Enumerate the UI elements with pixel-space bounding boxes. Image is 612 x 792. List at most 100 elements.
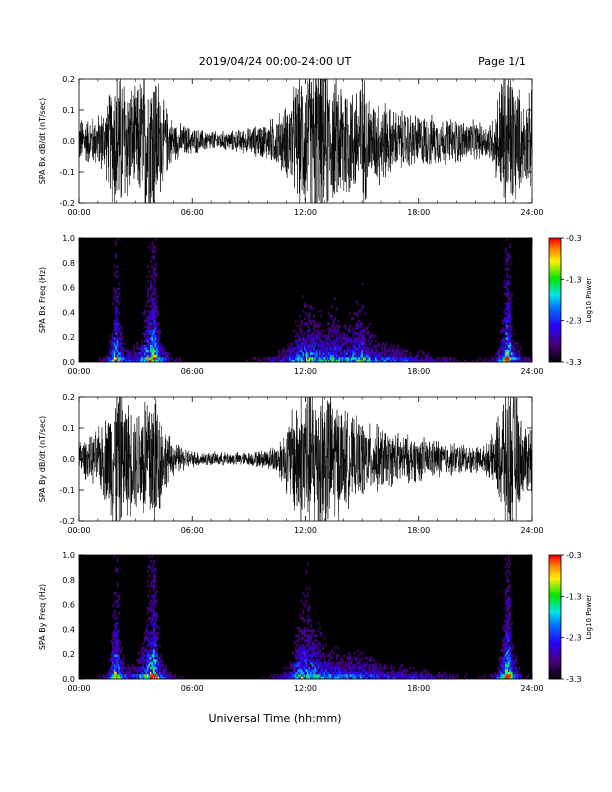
- spectrogram-cell: [513, 359, 516, 363]
- spectrogram-cell: [328, 359, 330, 363]
- spectrogram-cell: [365, 332, 368, 336]
- spectrogram-cell: [317, 322, 320, 326]
- spectrogram-cell: [367, 676, 370, 680]
- spectrogram-cell: [513, 349, 516, 353]
- spectrogram-cell: [506, 676, 509, 680]
- spectrogram-cell: [320, 671, 323, 675]
- spectrogram-cell: [320, 342, 323, 345]
- spectrogram-cell: [142, 654, 145, 657]
- spectrogram-cell: [329, 314, 332, 318]
- spectrogram-cell: [156, 304, 158, 308]
- spectrogram-cell: [113, 265, 116, 269]
- spectrogram-cell: [328, 329, 330, 333]
- spectrogram-cell: [498, 359, 501, 363]
- spectrogram-cell: [300, 359, 303, 363]
- spectrogram-cell: [145, 354, 148, 358]
- spectrogram-cell: [152, 584, 155, 588]
- spectrogram-cell: [148, 332, 151, 336]
- spectrogram-cell: [311, 337, 314, 340]
- spectrogram-cell: [319, 352, 321, 355]
- spectrogram-cell: [307, 639, 309, 643]
- spectrogram-cell: [316, 349, 318, 353]
- spectrogram-cell: [303, 304, 306, 308]
- spectrogram-cell: [509, 604, 512, 608]
- spectrogram-cell: [365, 359, 368, 363]
- spectrogram-cell: [361, 671, 364, 675]
- spectrogram-cell: [335, 666, 338, 670]
- spectrogram-cell: [116, 599, 119, 603]
- spectrogram-cell: [350, 349, 353, 353]
- spectrogram-cell: [261, 676, 264, 680]
- spectrogram-cell: [507, 661, 510, 665]
- spectrogram-cell: [143, 636, 146, 640]
- spectrogram-cell: [506, 617, 509, 620]
- spectrogram-cell: [426, 354, 429, 358]
- spectrogram-cell: [506, 359, 509, 363]
- spectrogram-cell: [328, 666, 330, 670]
- spectrogram-cell: [506, 626, 509, 630]
- spectrogram-cell: [116, 676, 119, 680]
- spectrogram-cell: [115, 651, 118, 655]
- spectrogram-cell: [370, 359, 373, 363]
- spectrogram-cell: [293, 352, 296, 355]
- spectrogram-cell: [288, 674, 291, 677]
- spectrogram-cell: [145, 357, 148, 360]
- spectrogram-cell: [116, 646, 119, 650]
- spectrogram-cell: [400, 357, 403, 360]
- spectrogram-cell: [137, 669, 140, 672]
- spectrogram-cell: [510, 352, 513, 355]
- spectrogram-cell: [116, 349, 119, 353]
- spectrogram-cell: [507, 337, 510, 340]
- spectrogram-cell: [116, 664, 119, 667]
- spectrogram-cell: [314, 671, 317, 675]
- spectrogram-cell: [374, 349, 377, 353]
- spectrogram-cell: [119, 357, 122, 360]
- spectrogram-cell: [390, 344, 392, 348]
- spectrogram-cell: [356, 359, 359, 363]
- spectrogram-cell: [146, 309, 149, 313]
- colorbar-band: [549, 629, 561, 632]
- spectrogram-cell: [504, 324, 507, 328]
- spectrogram-cell: [528, 359, 531, 363]
- colorbar-band: [549, 295, 561, 299]
- spectrogram-cell: [445, 674, 448, 677]
- spectrogram-cell: [512, 347, 515, 350]
- spectrogram-cell: [115, 354, 118, 358]
- spectrogram-cell: [152, 272, 155, 276]
- spectrogram-cell: [305, 339, 308, 343]
- spectrogram-cell: [109, 359, 112, 363]
- spectrogram-cell: [156, 329, 158, 333]
- waveform-trace: [78, 78, 533, 204]
- spectrogram-cell: [300, 354, 303, 358]
- spectrogram-cell: [148, 609, 151, 613]
- colorbar-band: [549, 273, 561, 276]
- spectrogram-cell: [300, 631, 303, 635]
- y-tick-label: 1.0: [62, 234, 75, 243]
- spectrogram-cell: [143, 669, 146, 672]
- spectrogram-cell: [302, 617, 305, 620]
- spectrogram-cell: [302, 602, 305, 605]
- spectrogram-cell: [503, 339, 506, 343]
- spectrogram-cell: [284, 357, 287, 360]
- spectrogram-cell: [331, 656, 333, 660]
- spectrogram-cell: [168, 674, 170, 677]
- colorbar-band: [549, 672, 561, 676]
- spectrogram-cell: [146, 347, 149, 350]
- spectrogram-cell: [503, 669, 506, 672]
- spectrogram-cell: [163, 669, 166, 672]
- spectrogram-cell: [115, 649, 118, 653]
- spectrogram-cell: [285, 354, 288, 358]
- spectrogram-cell: [504, 671, 507, 675]
- spectrogram-cell: [313, 357, 315, 360]
- spectrogram-cell: [509, 669, 512, 672]
- spectrogram-cell: [290, 352, 293, 355]
- spectrogram-cell: [149, 314, 152, 318]
- spectrogram-cell: [302, 664, 305, 667]
- spectrogram-cell: [417, 352, 420, 355]
- spectrogram-cell: [402, 357, 404, 360]
- spectrogram-cell: [382, 671, 385, 675]
- spectrogram-cell: [148, 300, 151, 303]
- spectrogram-cell: [154, 332, 157, 336]
- spectrogram-cell: [296, 659, 299, 662]
- spectrogram-cell: [115, 300, 118, 303]
